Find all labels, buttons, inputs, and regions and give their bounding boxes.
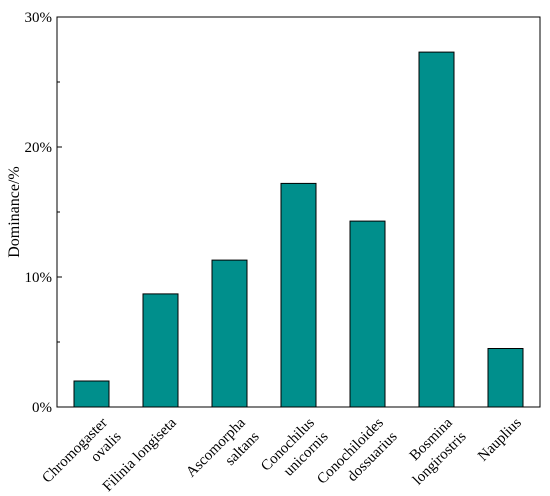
bar-5 — [349, 220, 386, 408]
bar-2 — [142, 293, 179, 408]
y-tick-label: 0% — [32, 400, 52, 416]
x-category-label: Nauplius — [475, 415, 525, 465]
y-ticks-group: 0% 10% 20% 30% — [25, 10, 62, 416]
x-category-label: Bosminalongirostris — [396, 415, 470, 489]
bar-6 — [418, 51, 455, 408]
bar-1 — [73, 380, 110, 408]
bars-group — [73, 51, 524, 408]
x-category-label: Filinia longiseta — [100, 415, 180, 495]
y-axis-title: Dominance/% — [6, 166, 23, 258]
y-tick-label: 10% — [25, 270, 53, 286]
bar-7 — [487, 348, 524, 408]
x-category-label: Ascomorphasaltans — [183, 415, 263, 495]
bar-4 — [280, 182, 317, 408]
y-tick-label: 30% — [25, 10, 53, 26]
y-tick-label: 20% — [25, 140, 53, 156]
bar-3 — [211, 259, 248, 408]
x-category-label: Conochiloidesdossuarius — [314, 415, 400, 496]
